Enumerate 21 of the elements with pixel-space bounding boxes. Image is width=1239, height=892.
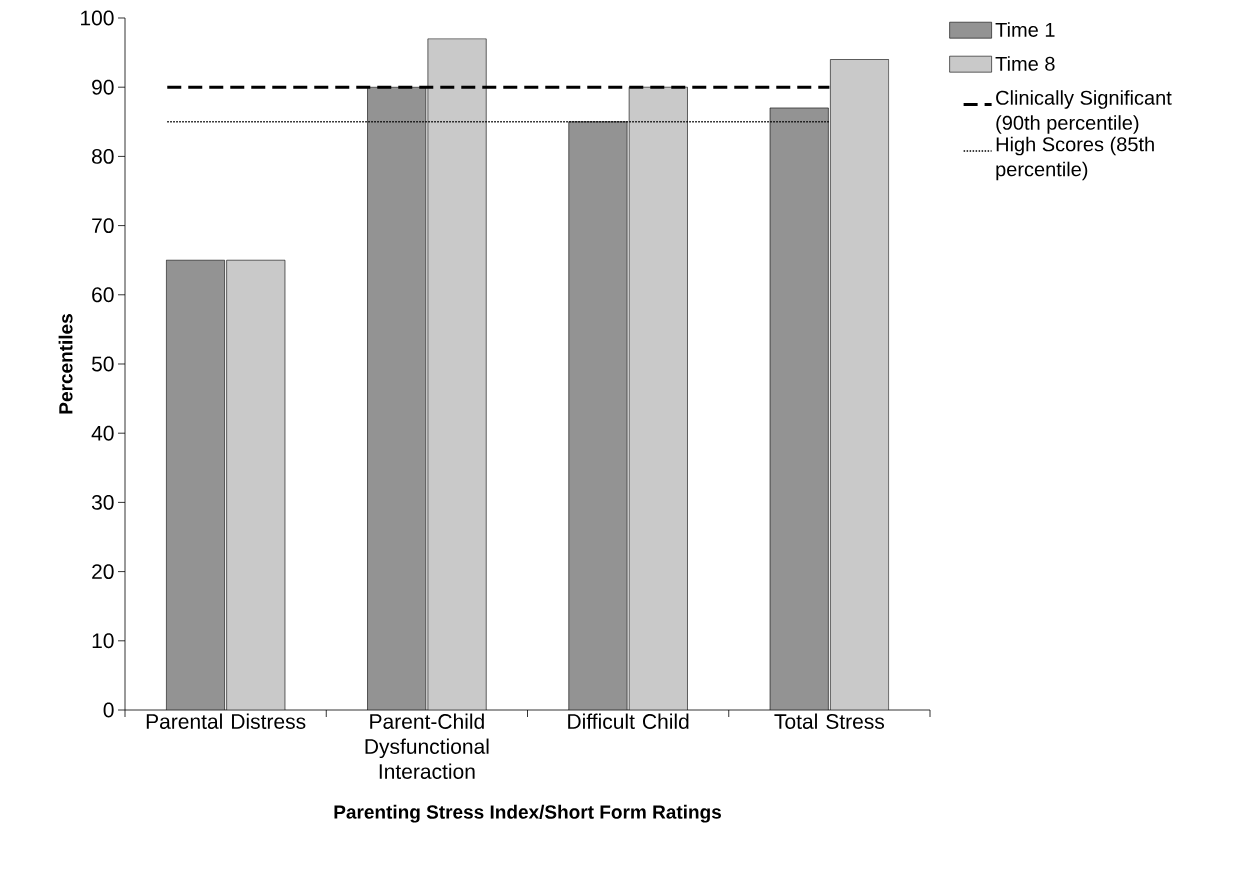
y-tick-label: 0 bbox=[103, 702, 114, 718]
legend-label: Clinically Significant (90th percentile) bbox=[996, 90, 1172, 134]
y-tick-label: 100 bbox=[81, 10, 114, 26]
y-tick-label: 10 bbox=[92, 633, 114, 649]
x-axis-title: Parenting Stress Index/Short Form Ratings bbox=[334, 804, 721, 823]
legend-label: Time 1 bbox=[995, 22, 1055, 37]
x-tick-label: Parent-Child Dysfunctional Interaction bbox=[365, 713, 489, 779]
y-tick-label: 80 bbox=[92, 148, 114, 164]
legend-label: High Scores (85th percentile) bbox=[996, 136, 1154, 181]
x-tick-label: Parental Distress bbox=[146, 713, 306, 729]
y-tick-label: 50 bbox=[91, 356, 114, 372]
y-tick-label: 40 bbox=[91, 425, 114, 441]
y-axis-title: Percentiles bbox=[58, 314, 73, 414]
legend-label: Time 8 bbox=[995, 56, 1055, 71]
y-tick-label: 60 bbox=[92, 287, 114, 303]
y-tick-label: 20 bbox=[92, 564, 114, 580]
y-tick-label: 70 bbox=[92, 218, 114, 234]
y-tick-label: 90 bbox=[92, 79, 114, 95]
y-tick-label: 30 bbox=[91, 494, 114, 510]
x-tick-label: Total Stress bbox=[774, 713, 885, 729]
x-tick-label: Difficult Child bbox=[568, 713, 689, 729]
